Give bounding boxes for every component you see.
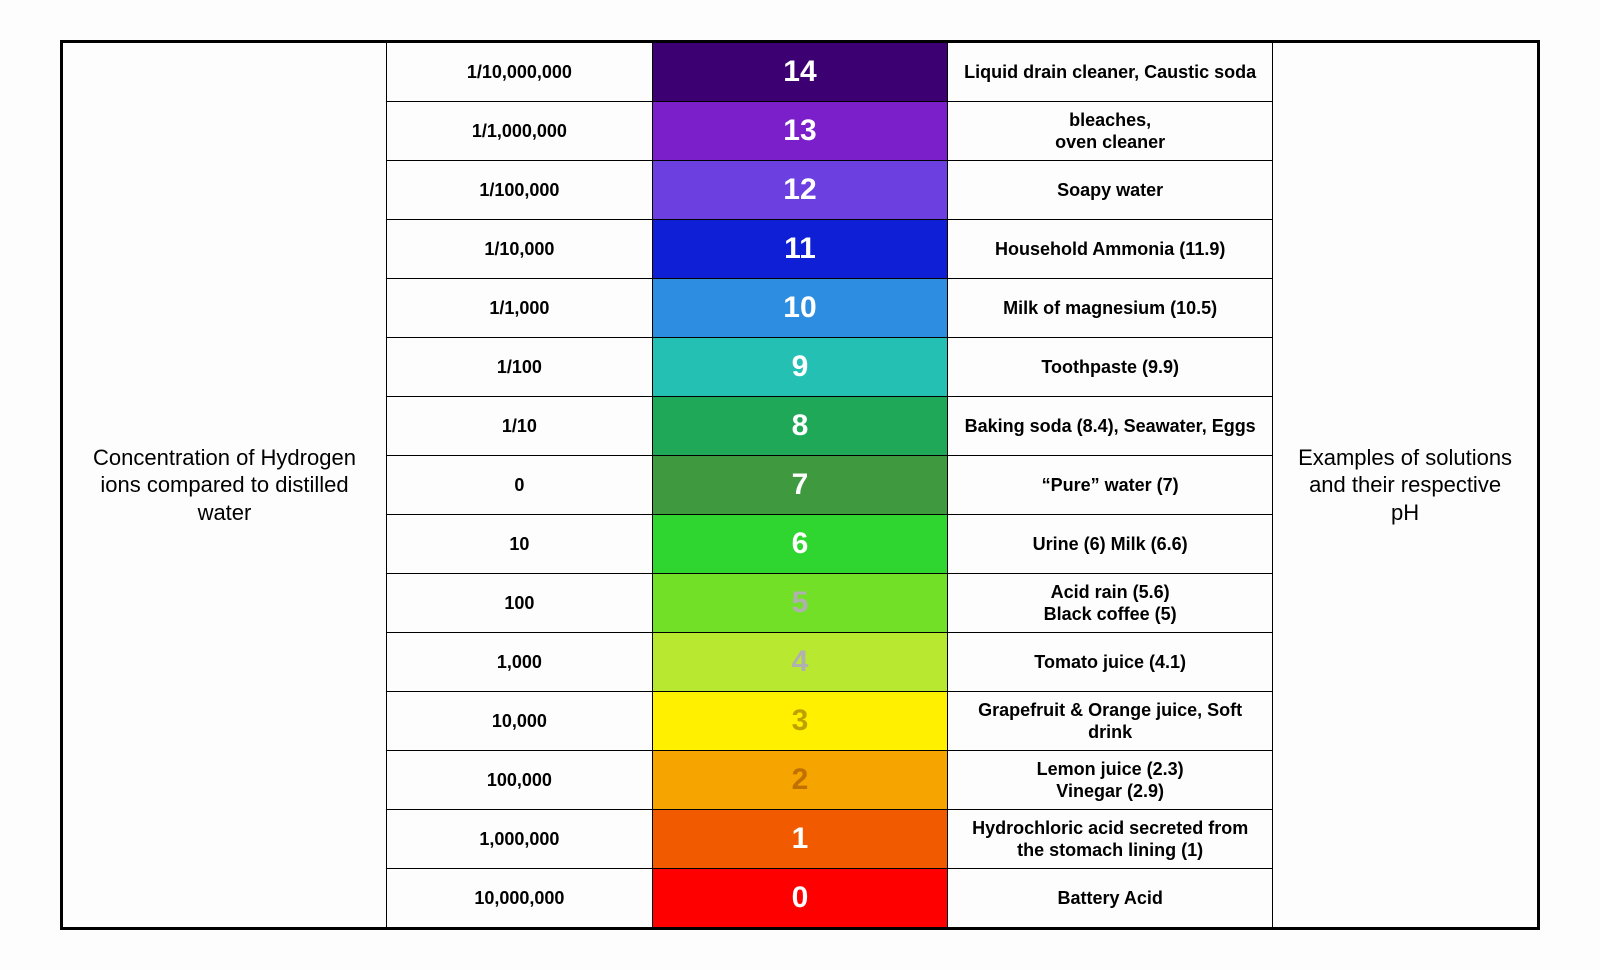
- ph-value-label: 0: [653, 879, 947, 917]
- ph-value-cell: 2: [652, 751, 947, 810]
- example-cell: Liquid drain cleaner, Caustic soda: [948, 42, 1273, 102]
- ph-value-label: 5: [653, 584, 947, 622]
- ph-value-label: 13: [653, 112, 947, 150]
- ph-scale-chart: Concentration of Hydrogen ions compared …: [0, 0, 1600, 970]
- ph-value-cell: 0: [652, 869, 947, 929]
- ph-value-label: 4: [653, 643, 947, 681]
- example-cell: Hydrochloric acid secreted from the stom…: [948, 810, 1273, 869]
- concentration-cell: 1/100,000: [386, 161, 652, 220]
- ph-value-cell: 4: [652, 633, 947, 692]
- ph-value-cell: 8: [652, 397, 947, 456]
- concentration-cell: 1/1,000: [386, 279, 652, 338]
- example-cell: “Pure” water (7): [948, 456, 1273, 515]
- ph-value-label: 9: [653, 348, 947, 386]
- ph-value-cell: 1: [652, 810, 947, 869]
- concentration-cell: 1/10,000: [386, 220, 652, 279]
- concentration-cell: 1/100: [386, 338, 652, 397]
- ph-value-cell: 10: [652, 279, 947, 338]
- concentration-cell: 10: [386, 515, 652, 574]
- ph-value-cell: 13: [652, 102, 947, 161]
- ph-value-cell: 5: [652, 574, 947, 633]
- example-cell: Battery Acid: [948, 869, 1273, 929]
- ph-value-label: 2: [653, 761, 947, 799]
- example-cell: Soapy water: [948, 161, 1273, 220]
- example-cell: bleaches,oven cleaner: [948, 102, 1273, 161]
- concentration-cell: 100,000: [386, 751, 652, 810]
- example-cell: Milk of magnesium (10.5): [948, 279, 1273, 338]
- concentration-cell: 10,000: [386, 692, 652, 751]
- ph-value-label: 1: [653, 820, 947, 858]
- ph-value-label: 11: [653, 230, 947, 268]
- ph-value-cell: 7: [652, 456, 947, 515]
- example-cell: Tomato juice (4.1): [948, 633, 1273, 692]
- example-cell: Toothpaste (9.9): [948, 338, 1273, 397]
- ph-value-label: 12: [653, 171, 947, 209]
- concentration-cell: 1/10: [386, 397, 652, 456]
- ph-value-label: 8: [653, 407, 947, 445]
- concentration-cell: 1,000: [386, 633, 652, 692]
- ph-table: Concentration of Hydrogen ions compared …: [60, 40, 1540, 930]
- ph-value-cell: 9: [652, 338, 947, 397]
- ph-value-label: 14: [653, 53, 947, 91]
- ph-row-14: Concentration of Hydrogen ions compared …: [62, 42, 1539, 102]
- left-axis-label: Concentration of Hydrogen ions compared …: [62, 42, 387, 929]
- concentration-cell: 100: [386, 574, 652, 633]
- example-cell: Urine (6) Milk (6.6): [948, 515, 1273, 574]
- concentration-cell: 0: [386, 456, 652, 515]
- concentration-cell: 1,000,000: [386, 810, 652, 869]
- example-cell: Baking soda (8.4), Seawater, Eggs: [948, 397, 1273, 456]
- concentration-cell: 1/10,000,000: [386, 42, 652, 102]
- example-cell: Lemon juice (2.3)Vinegar (2.9): [948, 751, 1273, 810]
- ph-value-cell: 12: [652, 161, 947, 220]
- ph-value-label: 7: [653, 466, 947, 504]
- ph-value-cell: 11: [652, 220, 947, 279]
- ph-value-label: 3: [653, 702, 947, 740]
- ph-value-cell: 6: [652, 515, 947, 574]
- ph-value-cell: 14: [652, 42, 947, 102]
- example-cell: Grapefruit & Orange juice, Soft drink: [948, 692, 1273, 751]
- ph-value-cell: 3: [652, 692, 947, 751]
- concentration-cell: 1/1,000,000: [386, 102, 652, 161]
- ph-value-label: 6: [653, 525, 947, 563]
- concentration-cell: 10,000,000: [386, 869, 652, 929]
- example-cell: Household Ammonia (11.9): [948, 220, 1273, 279]
- ph-value-label: 10: [653, 289, 947, 327]
- right-axis-label: Examples of solutions and their respecti…: [1273, 42, 1539, 929]
- example-cell: Acid rain (5.6)Black coffee (5): [948, 574, 1273, 633]
